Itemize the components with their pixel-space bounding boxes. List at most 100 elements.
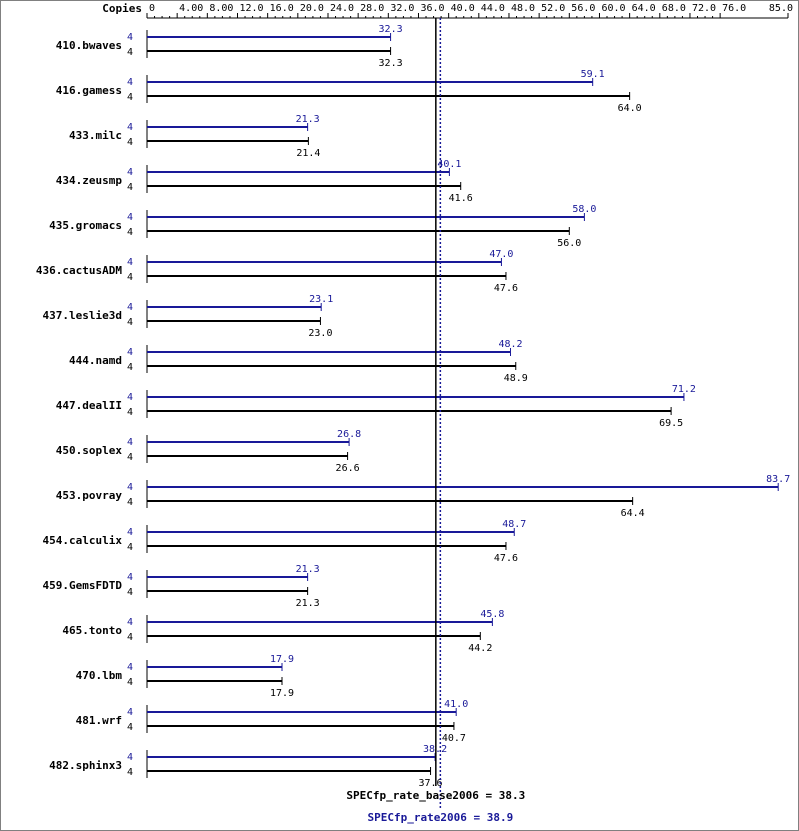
peak-copies-label: 4 xyxy=(127,77,133,88)
benchmark-label: 436.cactusADM xyxy=(36,264,122,277)
benchmark-label: 453.povray xyxy=(56,489,123,502)
peak-copies-label: 4 xyxy=(127,392,133,403)
x-tick-label: 48.0 xyxy=(511,3,535,14)
base-value-label: 47.6 xyxy=(494,283,518,294)
x-tick-label: 76.0 xyxy=(722,3,746,14)
x-tick-label: 64.0 xyxy=(632,3,656,14)
base-value-label: 17.9 xyxy=(270,688,294,699)
benchmark-label: 454.calculix xyxy=(43,534,123,547)
x-tick-label: 12.0 xyxy=(239,3,263,14)
benchmark-label: 434.zeusmp xyxy=(56,174,123,187)
benchmark-label: 416.gamess xyxy=(56,84,122,97)
x-tick-label: 4.00 xyxy=(179,3,203,14)
peak-copies-label: 4 xyxy=(127,167,133,178)
peak-copies-label: 4 xyxy=(127,752,133,763)
base-copies-label: 4 xyxy=(127,767,133,778)
base-copies-label: 4 xyxy=(127,227,133,238)
x-tick-label: 24.0 xyxy=(330,3,354,14)
x-tick-label: 36.0 xyxy=(420,3,444,14)
x-axis: 0 4.00 8.00 12.0 16.0 20.0 24.0 28.0 32.0 36.0 40.… xyxy=(146,3,793,19)
benchmark-label: 433.milc xyxy=(69,129,122,142)
x-tick-label: 52.0 xyxy=(541,3,565,14)
benchmark-label: 435.gromacs xyxy=(49,219,122,232)
copies-axis-label: Copies xyxy=(102,2,142,15)
base-value-label: 40.7 xyxy=(442,733,466,744)
base-value-label: 37.6 xyxy=(419,778,443,789)
base-value-label: 56.0 xyxy=(557,238,581,249)
base-copies-label: 4 xyxy=(127,47,133,58)
peak-value-label: 38.2 xyxy=(423,744,447,755)
peak-value-label: 32.3 xyxy=(379,24,403,35)
peak-value-label: 59.1 xyxy=(581,69,605,80)
peak-copies-label: 4 xyxy=(127,662,133,673)
base-value-label: 21.3 xyxy=(296,598,320,609)
peak-copies-label: 4 xyxy=(127,302,133,313)
base-copies-label: 4 xyxy=(127,272,133,283)
base-copies-label: 4 xyxy=(127,722,133,733)
peak-value-label: 21.3 xyxy=(296,564,320,575)
peak-value-label: 17.9 xyxy=(270,654,294,665)
peak-copies-label: 4 xyxy=(127,617,133,628)
base-value-label: 48.9 xyxy=(504,373,528,384)
peak-copies-label: 4 xyxy=(127,572,133,583)
x-tick-label: 20.0 xyxy=(300,3,324,14)
base-value-label: 69.5 xyxy=(659,418,683,429)
peak-value-label: 83.7 xyxy=(766,474,790,485)
base-summary-label: SPECfp_rate_base2006 = 38.3 xyxy=(346,789,525,802)
base-copies-label: 4 xyxy=(127,632,133,643)
peak-copies-label: 4 xyxy=(127,212,133,223)
x-tick-label: 56.0 xyxy=(571,3,595,14)
peak-value-label: 26.8 xyxy=(337,429,361,440)
base-value-label: 64.0 xyxy=(618,103,642,114)
reference-lines: SPECfp_rate_base2006 = 38.3 SPECfp_rate20… xyxy=(346,18,525,824)
benchmark-label: 459.GemsFDTD xyxy=(43,579,123,592)
x-tick-label: 32.0 xyxy=(390,3,414,14)
benchmark-label: 437.leslie3d xyxy=(43,309,122,322)
peak-value-label: 71.2 xyxy=(672,384,696,395)
peak-copies-label: 4 xyxy=(127,257,133,268)
benchmark-bars: 410.bwaves 4 32.3 4 32.3 416.gamess 4 59.1 4 64.0… xyxy=(36,24,790,789)
x-tick-label: 60.0 xyxy=(601,3,625,14)
base-value-label: 41.6 xyxy=(449,193,473,204)
peak-value-label: 48.2 xyxy=(498,339,522,350)
base-value-label: 47.6 xyxy=(494,553,518,564)
x-tick-label: 40.0 xyxy=(451,3,475,14)
base-value-label: 23.0 xyxy=(308,328,332,339)
base-value-label: 26.6 xyxy=(336,463,360,474)
base-value-label: 44.2 xyxy=(468,643,492,654)
benchmark-label: 482.sphinx3 xyxy=(49,759,122,772)
peak-value-label: 47.0 xyxy=(489,249,513,260)
benchmark-label: 410.bwaves xyxy=(56,39,122,52)
base-value-label: 21.4 xyxy=(296,148,320,159)
base-copies-label: 4 xyxy=(127,137,133,148)
base-copies-label: 4 xyxy=(127,317,133,328)
x-tick-label: 44.0 xyxy=(481,3,505,14)
base-copies-label: 4 xyxy=(127,677,133,688)
x-tick-label: 16.0 xyxy=(270,3,294,14)
base-copies-label: 4 xyxy=(127,452,133,463)
base-copies-label: 4 xyxy=(127,587,133,598)
benchmark-label: 465.tonto xyxy=(62,624,122,637)
x-tick-label: 72.0 xyxy=(692,3,716,14)
x-tick-label: 85.0 xyxy=(769,3,793,14)
peak-value-label: 48.7 xyxy=(502,519,526,530)
peak-value-label: 45.8 xyxy=(480,609,504,620)
base-copies-label: 4 xyxy=(127,407,133,418)
base-value-label: 32.3 xyxy=(379,58,403,69)
benchmark-label: 470.lbm xyxy=(76,669,123,682)
peak-copies-label: 4 xyxy=(127,527,133,538)
peak-value-label: 23.1 xyxy=(309,294,333,305)
base-value-label: 64.4 xyxy=(621,508,645,519)
x-tick-label: 28.0 xyxy=(360,3,384,14)
peak-copies-label: 4 xyxy=(127,707,133,718)
peak-summary-label: SPECfp_rate2006 = 38.9 xyxy=(368,811,514,824)
base-copies-label: 4 xyxy=(127,92,133,103)
x-tick-label: 68.0 xyxy=(662,3,686,14)
peak-value-label: 40.1 xyxy=(437,159,461,170)
benchmark-label: 481.wrf xyxy=(76,714,122,727)
peak-copies-label: 4 xyxy=(127,32,133,43)
peak-copies-label: 4 xyxy=(127,482,133,493)
benchmark-label: 450.soplex xyxy=(56,444,123,457)
